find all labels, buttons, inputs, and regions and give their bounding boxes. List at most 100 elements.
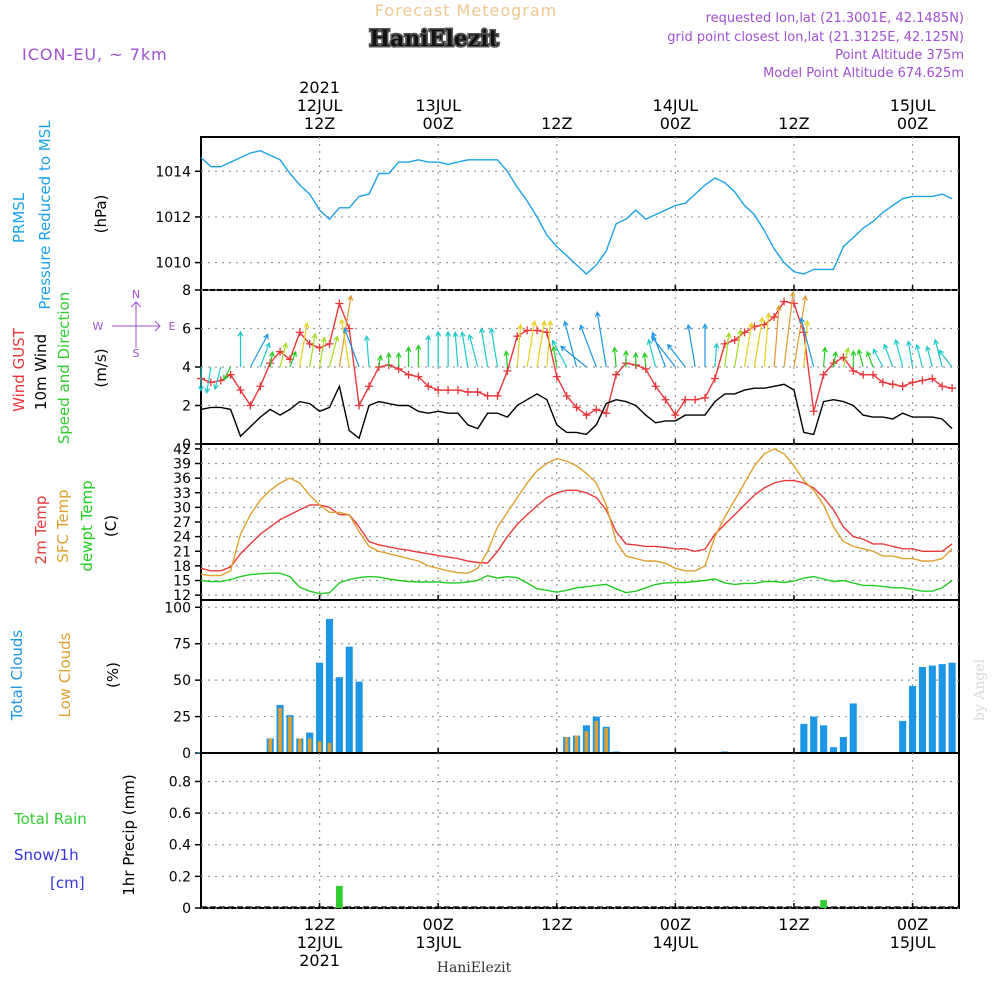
station-title: HaniElezit — [369, 26, 499, 52]
wind-arrow — [667, 343, 686, 368]
wind-arrow — [223, 366, 232, 381]
sfc-label: SFC Temp — [54, 489, 72, 562]
y-tick-label: 4 — [182, 360, 191, 376]
wind-arrow — [925, 345, 933, 368]
subtitle: Forecast Meteogram — [375, 1, 557, 20]
wind-arrow — [743, 321, 754, 368]
total-cloud-bar — [810, 716, 818, 753]
y-tick-label: 0 — [182, 746, 191, 762]
wind-arrow — [551, 345, 558, 368]
panel-frame — [200, 136, 960, 291]
wind-arrow — [479, 327, 489, 368]
y-tick-label: 100 — [164, 600, 191, 616]
bottom-time-label: 12Z — [304, 915, 335, 934]
wind-arrow — [516, 323, 524, 368]
gust-marker — [849, 366, 858, 375]
low-cloud-bar — [288, 716, 292, 753]
gust-marker — [424, 382, 433, 391]
panel-precip: 0 0.2 0.4 0.6 0.8 — [169, 752, 960, 917]
gust-marker — [582, 411, 591, 420]
wind-arrow — [783, 290, 796, 368]
total-cloud-bar — [849, 703, 857, 753]
wind-arrow — [914, 343, 923, 368]
wind-arrow — [536, 320, 547, 368]
wind-arrow — [289, 350, 297, 368]
y-tick-label: 30 — [173, 500, 191, 516]
bottom-time-label: 12Z — [541, 915, 572, 934]
wind-arrow — [551, 339, 568, 368]
total-cloud-bar — [928, 665, 936, 753]
gust-marker — [236, 386, 245, 395]
y-tick-label: 21 — [173, 544, 191, 560]
pressure-labels: PRMSL Pressure Reduced to MSL (hPa) — [10, 120, 110, 310]
wind-arrow — [452, 331, 459, 368]
gust-marker — [463, 388, 472, 397]
wind-arrow — [842, 347, 851, 368]
bottom-time-label: 00Z — [660, 915, 691, 934]
total-cloud-bar — [899, 720, 907, 753]
top-time-label: 00Z — [897, 114, 928, 133]
low-cloud-bar — [594, 720, 599, 753]
gust-marker — [710, 374, 719, 383]
wind-arrow — [459, 330, 469, 368]
y-tick-label: 1010 — [155, 256, 191, 272]
clouds-unit: (%) — [104, 662, 122, 688]
wind-labels: Wind GUST 10m Wind Speed and Direction (… — [10, 288, 176, 444]
wind-arrow — [328, 335, 340, 368]
y-tick-label: 75 — [173, 637, 191, 653]
gust-marker — [780, 297, 789, 306]
wind-arrow — [562, 320, 578, 368]
gust-marker — [404, 370, 413, 379]
footer-station: HaniElezit — [437, 960, 512, 976]
wind-arrow — [799, 317, 815, 368]
gust-marker — [246, 401, 255, 410]
gust-marker — [414, 372, 423, 381]
gust-marker — [908, 378, 917, 387]
wind-arrow — [363, 334, 370, 368]
y-tick-label: 2 — [182, 399, 191, 415]
station-title-fill: HaniElezit — [369, 26, 499, 52]
total-cloud-bar — [335, 677, 343, 753]
wind-arrow — [686, 323, 696, 368]
top-time-label: 00Z — [423, 114, 454, 133]
snow-label: Snow/1h — [14, 846, 79, 864]
series-10m-wind — [200, 383, 953, 440]
wind-arrow — [632, 351, 639, 367]
gust-marker — [295, 328, 304, 337]
wind-arrow — [309, 332, 318, 368]
gust-marker — [325, 339, 334, 348]
total-cloud-bar — [345, 646, 353, 753]
low-cloud-bar — [574, 735, 579, 753]
wind-arrow — [204, 366, 212, 394]
point-altitude: Point Altitude 375m — [835, 48, 964, 63]
total-clouds-label: Total Clouds — [8, 630, 26, 722]
low-cloud-bar — [604, 728, 608, 753]
top-time-label: 2021 — [299, 78, 340, 97]
wind-arrow — [377, 354, 383, 368]
bottom-time-label: 00Z — [423, 915, 454, 934]
bottom-time-label: 15JUL — [890, 933, 936, 952]
y-tick-label: 27 — [173, 515, 191, 531]
panel-clouds: 0 25 50 75 100 — [164, 599, 960, 762]
model-label: ICON-EU, ~ 7km — [22, 45, 168, 64]
panel-frame — [200, 752, 960, 909]
total-cloud-bar — [316, 662, 324, 753]
gust-marker — [878, 378, 887, 387]
low-cloud-bar — [307, 738, 312, 753]
gust-marker — [602, 409, 611, 418]
low-cloud-bar — [564, 736, 569, 753]
precip-labels: Total Rain Snow/1h [cm] 1hr Precip (mm) — [13, 774, 138, 895]
low-cloud-bar — [278, 707, 282, 753]
gust-marker — [948, 384, 957, 393]
wind-arrow — [259, 341, 271, 368]
chart-panels: 1010101210140246812151821242730333639420… — [155, 136, 960, 917]
series-prmsl — [200, 149, 953, 275]
compass-s: S — [133, 347, 140, 360]
total-cloud-bar — [948, 662, 956, 753]
gust-marker — [770, 312, 779, 321]
y-tick-label: 36 — [173, 471, 191, 487]
y-tick-label: 0.2 — [169, 869, 191, 885]
gust-marker — [691, 395, 700, 404]
wind-unit: (m/s) — [92, 348, 110, 387]
